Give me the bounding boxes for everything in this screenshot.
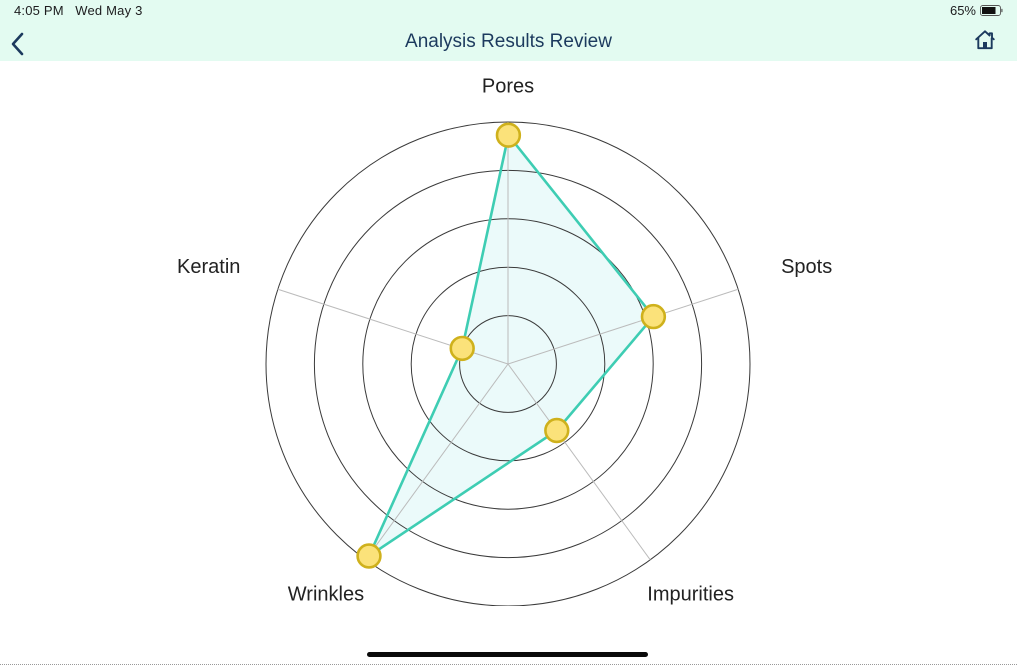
svg-text:Pores: Pores [482,76,534,98]
svg-text:Keratin: Keratin [177,256,240,278]
svg-text:Impurities: Impurities [647,584,734,606]
svg-text:Wrinkles: Wrinkles [288,584,364,606]
svg-text:Spots: Spots [781,256,832,278]
